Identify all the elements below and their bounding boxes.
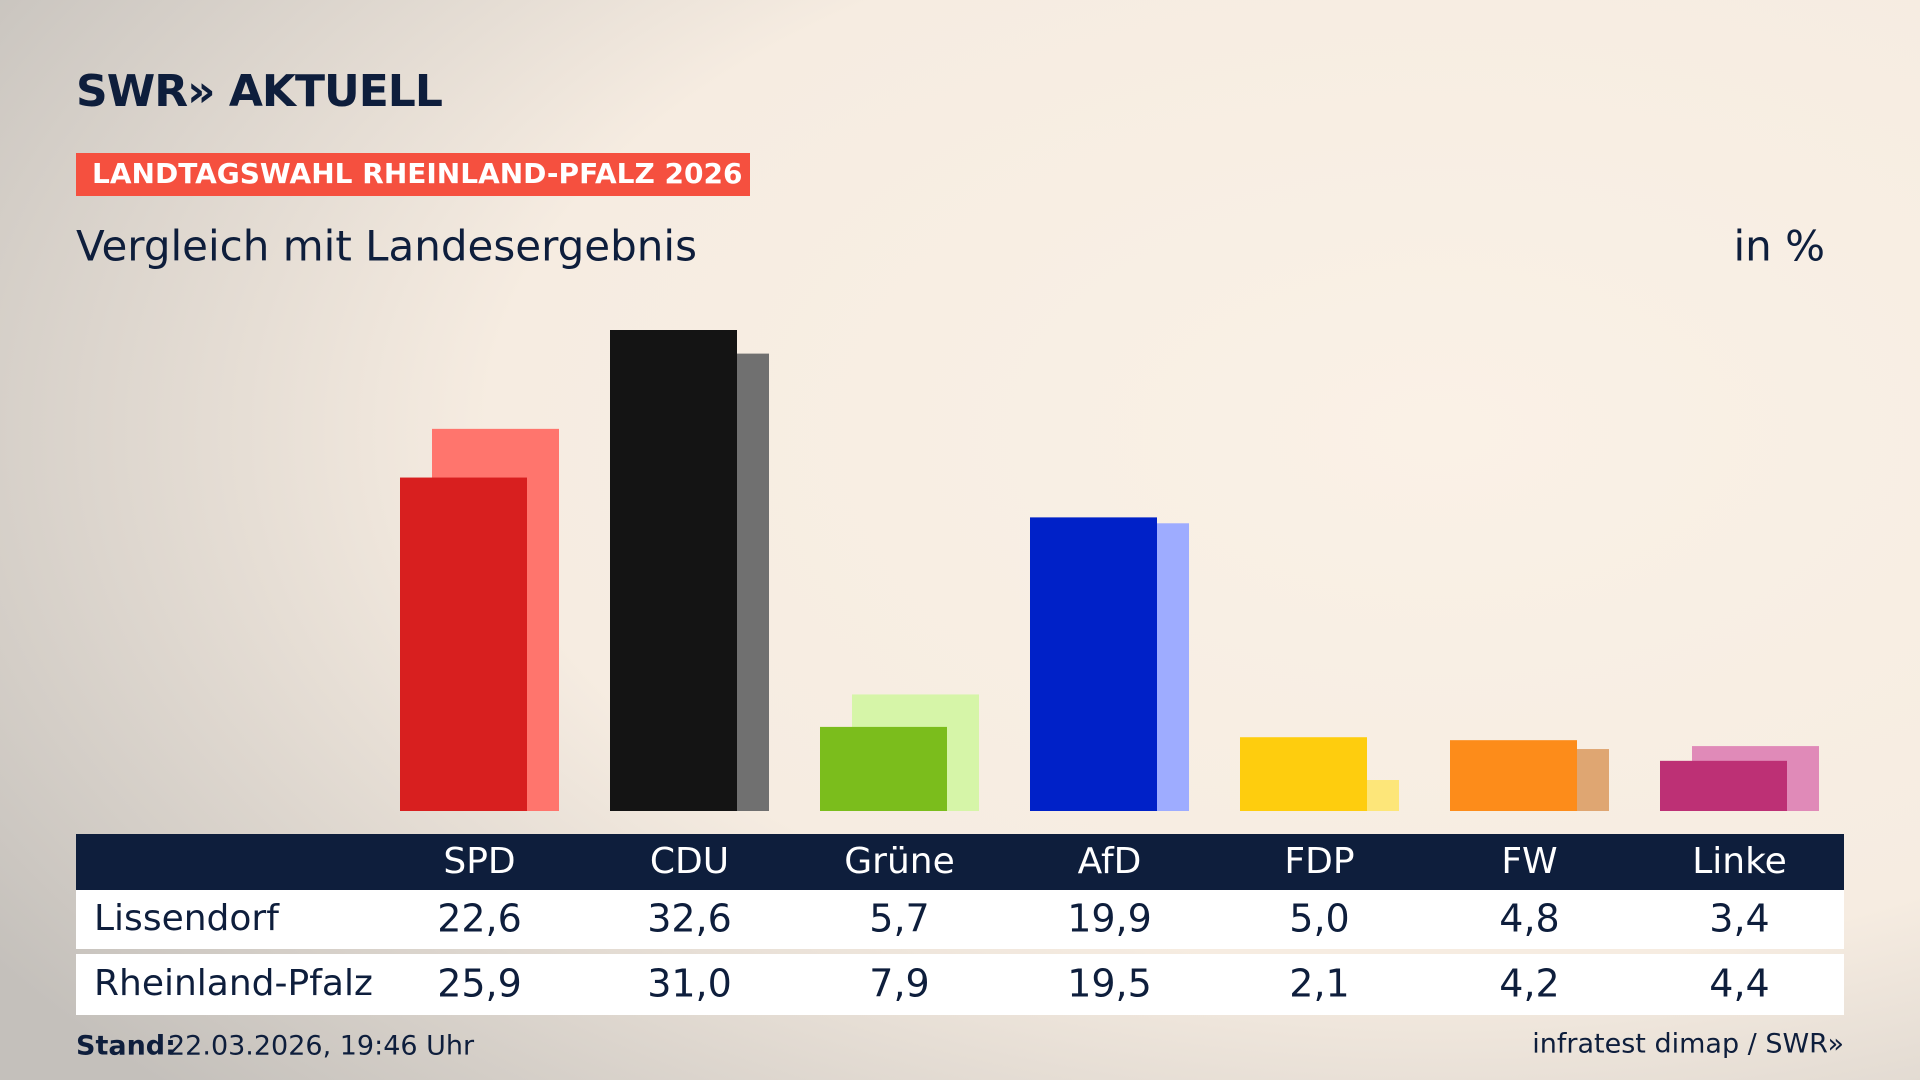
category-label: CDU xyxy=(650,841,729,882)
category-label: Linke xyxy=(1692,841,1787,882)
value-label: 4,4 xyxy=(1709,962,1769,1006)
kicker-banner xyxy=(76,153,750,196)
source: infratest dimap / SWR» xyxy=(1532,1029,1844,1060)
category-label: Grüne xyxy=(844,841,954,882)
value-label: 25,9 xyxy=(437,962,522,1006)
table-row xyxy=(76,890,1844,949)
bar xyxy=(1240,737,1367,811)
value-label: 2,1 xyxy=(1289,962,1349,1006)
brand-logo: SWR» AKTUELL xyxy=(76,66,442,117)
value-label: 22,6 xyxy=(437,897,522,941)
category-label: SPD xyxy=(443,841,515,882)
category-label: FW xyxy=(1501,841,1557,882)
chart-title: Vergleich mit Landesergebnis xyxy=(76,222,697,271)
category-label: FDP xyxy=(1284,841,1354,882)
bar xyxy=(610,330,737,811)
value-label: 4,8 xyxy=(1499,897,1559,941)
kicker: LANDTAGSWAHL RHEINLAND-PFALZ 2026 xyxy=(92,157,742,190)
table-header xyxy=(76,834,1844,890)
row-label: Rheinland-Pfalz xyxy=(94,963,373,1004)
table-row xyxy=(76,954,1844,1015)
row-label: Lissendorf xyxy=(94,898,280,939)
bar xyxy=(1450,740,1577,811)
value-label: 5,7 xyxy=(869,897,929,941)
stand-label: Stand: xyxy=(76,1031,176,1062)
value-label: 19,9 xyxy=(1067,897,1152,941)
value-label: 31,0 xyxy=(647,962,732,1006)
stand: 22.03.2026, 19:46 Uhr xyxy=(168,1031,475,1062)
bar xyxy=(1030,517,1157,811)
value-label: 19,5 xyxy=(1067,962,1152,1006)
value-label: 7,9 xyxy=(869,962,929,1006)
unit-label: in % xyxy=(1733,222,1825,271)
value-label: 3,4 xyxy=(1709,897,1769,941)
bar xyxy=(820,726,947,811)
bar xyxy=(400,477,527,811)
category-label: AfD xyxy=(1078,841,1142,882)
value-label: 32,6 xyxy=(647,897,732,941)
value-label: 5,0 xyxy=(1289,897,1349,941)
value-label: 4,2 xyxy=(1499,962,1559,1006)
bar xyxy=(1660,760,1787,811)
